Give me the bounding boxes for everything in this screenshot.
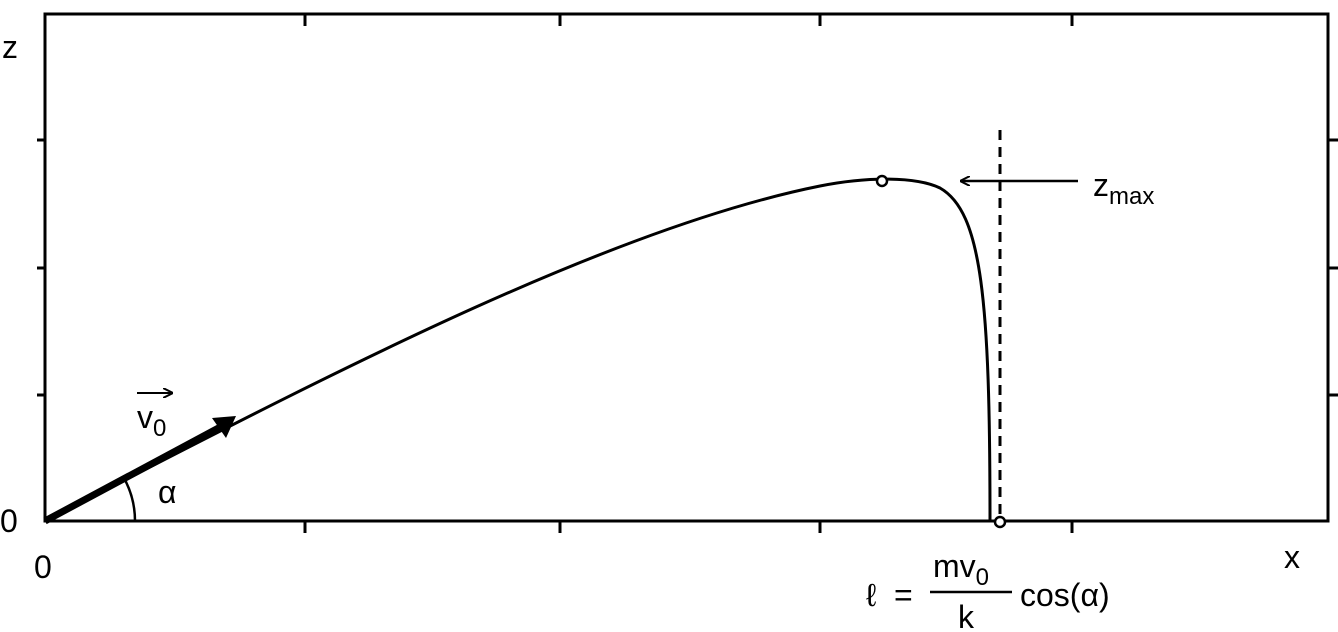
zmax-label: zmax: [1093, 167, 1154, 210]
velocity-sub: 0: [153, 415, 166, 442]
zmax-base: z: [1093, 167, 1109, 203]
velocity-label: v0: [137, 399, 166, 442]
range-point: [993, 515, 1007, 529]
z-axis-label: z: [2, 29, 18, 65]
formula-equals: =: [894, 577, 913, 613]
velocity-base: v: [137, 399, 153, 435]
angle-label: α: [158, 474, 177, 510]
z-origin-label: 0: [0, 503, 18, 539]
numerator-sub: 0: [976, 564, 989, 591]
numerator-base: mv: [933, 548, 976, 584]
velocity-arrowhead: [212, 416, 236, 438]
plot-frame: [43, 12, 1330, 523]
formula-denominator: k: [958, 599, 975, 632]
velocity-arrow: [43, 420, 228, 525]
formula-numerator: mv0: [933, 548, 989, 591]
zmax-sub: max: [1109, 183, 1154, 210]
apex-point: [875, 174, 889, 188]
angle-arc: [122, 477, 137, 522]
formula-factor: cos(α): [1020, 577, 1110, 613]
ticks: [37, 14, 1338, 533]
x-origin-label: 0: [34, 549, 52, 585]
x-axis-label: x: [1284, 539, 1300, 575]
trajectory: [44, 177, 992, 523]
formula-lhs: ℓ: [866, 577, 876, 613]
